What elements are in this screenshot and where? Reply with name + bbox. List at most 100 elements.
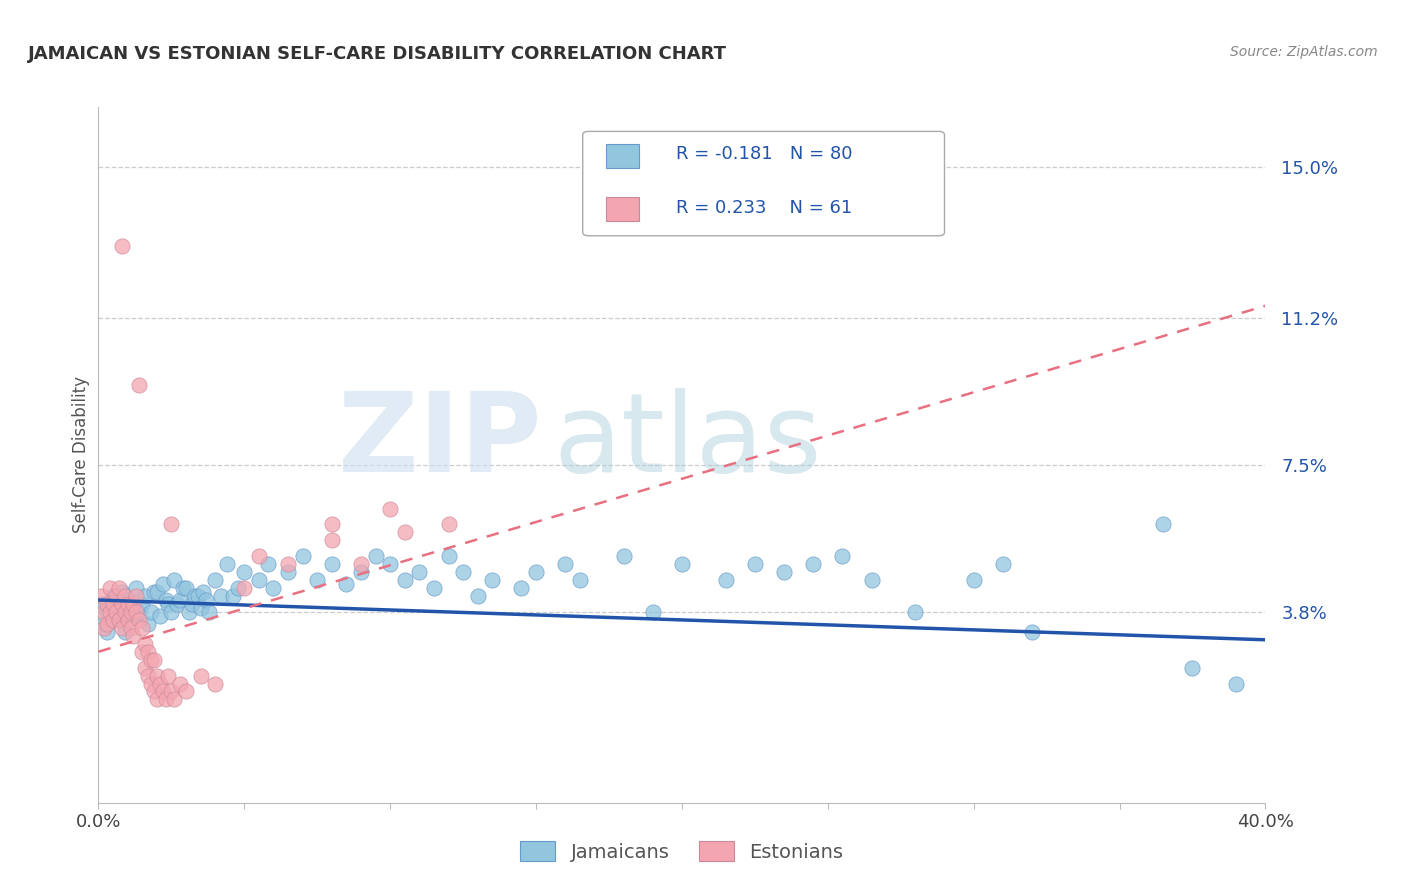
Point [1152,517,1174,532]
Point [228,581,250,595]
Point [93,616,115,631]
Point [773,565,796,579]
Point [104,605,127,619]
Point [247,549,270,564]
Text: atlas: atlas [554,387,823,494]
Bar [606,197,638,221]
Point [481,573,503,587]
Point [134,637,156,651]
Text: R = -0.181   N = 80: R = -0.181 N = 80 [676,145,852,163]
Point [122,597,145,611]
Point [120,605,142,619]
Point [174,581,197,595]
Point [568,573,591,587]
Point [198,605,221,619]
Point [209,589,232,603]
Point [117,593,139,607]
Point [641,605,664,619]
Point [335,577,357,591]
Point [408,565,430,579]
Point [111,239,134,253]
Point [111,597,134,611]
Point [108,613,131,627]
Point [134,589,156,603]
Point [142,684,165,698]
Text: JAMAICAN VS ESTONIAN SELF-CARE DISABILITY CORRELATION CHART: JAMAICAN VS ESTONIAN SELF-CARE DISABILIT… [28,45,727,62]
Bar [606,144,638,168]
Point [195,593,218,607]
Point [169,676,191,690]
Point [172,581,194,595]
Point [139,605,162,619]
Point [215,558,238,572]
Point [90,597,112,611]
Point [394,525,416,540]
Point [152,684,174,698]
Point [114,605,136,619]
Point [120,621,142,635]
Point [233,565,256,579]
Text: R = 0.233    N = 61: R = 0.233 N = 61 [676,199,852,217]
Point [160,605,183,619]
Point [321,533,343,548]
Legend: Jamaicans, Estonians: Jamaicans, Estonians [513,833,851,870]
Point [801,558,824,572]
Point [321,517,343,532]
Point [142,653,165,667]
Point [204,676,226,690]
Point [166,597,188,611]
Point [423,581,446,595]
Point [256,558,278,572]
Point [149,609,172,624]
Point [131,597,153,611]
FancyBboxPatch shape [582,131,945,235]
Point [1225,676,1247,690]
Point [1021,624,1043,639]
Point [612,549,634,564]
Point [180,597,202,611]
Point [128,378,150,392]
Point [136,645,159,659]
Point [146,585,169,599]
Point [554,558,576,572]
Point [128,605,150,619]
Text: ZIP: ZIP [339,387,541,494]
Point [163,573,186,587]
Point [467,589,489,603]
Point [190,601,212,615]
Point [104,605,127,619]
Point [183,589,205,603]
Point [163,692,186,706]
Point [136,668,159,682]
Point [524,565,547,579]
Point [307,573,329,587]
Point [904,605,927,619]
Point [350,565,373,579]
Point [111,621,134,635]
Point [122,609,145,624]
Point [991,558,1014,572]
Point [125,605,148,619]
Point [111,585,134,599]
Point [174,684,197,698]
Point [187,589,209,603]
Point [98,605,121,619]
Point [96,616,118,631]
Point [394,573,416,587]
Point [96,605,118,619]
Point [510,581,533,595]
Point [108,581,131,595]
Point [962,573,984,587]
Point [93,621,115,635]
Point [169,593,191,607]
Point [98,597,121,611]
Point [157,597,180,611]
Point [152,577,174,591]
Text: Source: ZipAtlas.com: Source: ZipAtlas.com [1230,45,1378,59]
Point [114,624,136,639]
Point [114,589,136,603]
Point [93,605,115,619]
Point [831,549,853,564]
Point [262,581,284,595]
Point [321,558,343,572]
